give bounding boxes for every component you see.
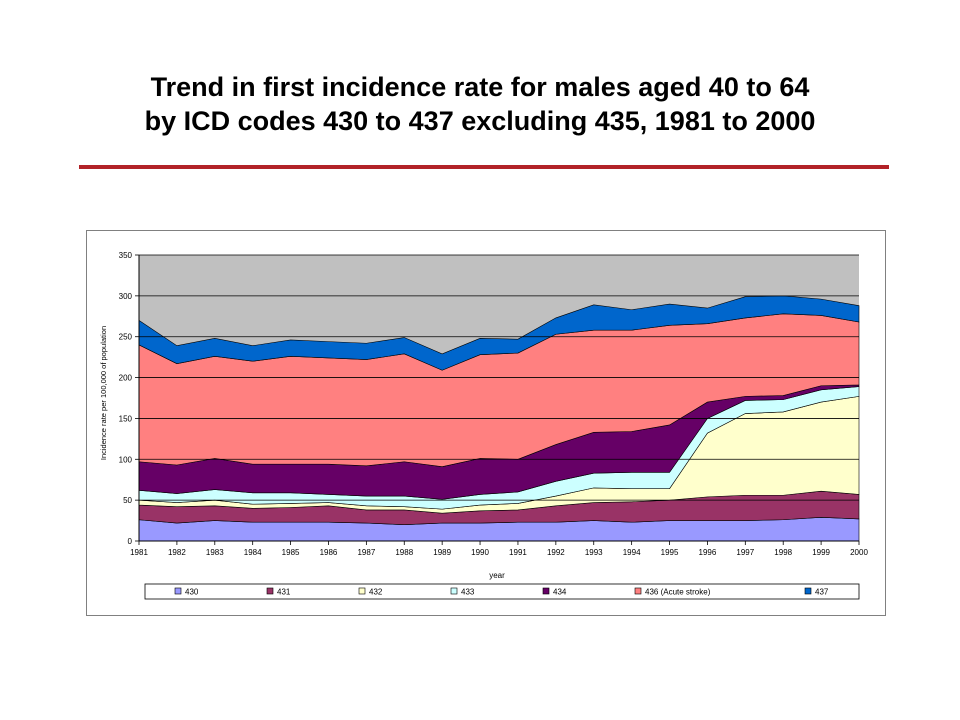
x-tick-label: 1992 bbox=[547, 548, 565, 557]
x-tick-label: 1993 bbox=[585, 548, 603, 557]
x-tick-label: 1994 bbox=[623, 548, 641, 557]
legend-swatch bbox=[174, 587, 182, 595]
legend: 430 431 432 433 434 436 (Acute stroke) 437 bbox=[144, 583, 860, 600]
legend-label: 432 bbox=[369, 588, 383, 597]
y-tick-label: 150 bbox=[119, 414, 133, 423]
x-tick-label: 1995 bbox=[661, 548, 679, 557]
slide-title: Trend in first incidence rate for males … bbox=[0, 70, 960, 138]
x-tick-label: 1984 bbox=[244, 548, 262, 557]
legend-swatch bbox=[542, 587, 550, 595]
y-tick-label: 0 bbox=[128, 537, 133, 546]
y-tick-label: 50 bbox=[123, 496, 132, 505]
x-tick-label: 1985 bbox=[282, 548, 300, 557]
x-tick-label: 1988 bbox=[395, 548, 413, 557]
stacked-area-chart: 0 50 100 150 200 250 300 350 1981 1982 1983 1984 19… bbox=[99, 251, 868, 600]
x-tick-label: 2000 bbox=[850, 548, 868, 557]
y-tick-label: 100 bbox=[119, 455, 133, 464]
legend-swatch bbox=[450, 587, 458, 595]
x-tick-label: 1991 bbox=[509, 548, 527, 557]
area-series-7 bbox=[138, 295, 860, 371]
x-tick-label: 1990 bbox=[471, 548, 489, 557]
legend-label: 430 bbox=[185, 588, 199, 597]
y-tick-label: 350 bbox=[119, 251, 133, 260]
x-tick-label: 1997 bbox=[736, 548, 754, 557]
chart-frame: 0 50 100 150 200 250 300 350 1981 1982 1983 1984 19… bbox=[86, 230, 886, 616]
y-tick-label: 300 bbox=[119, 292, 133, 301]
title-line-2: by ICD codes 430 to 437 excluding 435, 1… bbox=[144, 106, 816, 136]
y-tick-label: 250 bbox=[119, 333, 133, 342]
legend-label: 433 bbox=[461, 588, 475, 597]
legend-swatch bbox=[266, 587, 274, 595]
legend-swatch bbox=[358, 587, 366, 595]
x-tick-label: 1986 bbox=[320, 548, 338, 557]
x-axis-label: year bbox=[489, 571, 505, 580]
y-tick-label: 200 bbox=[119, 374, 133, 383]
x-tick-label: 1983 bbox=[206, 548, 224, 557]
x-tick-label: 1987 bbox=[357, 548, 375, 557]
x-tick-label: 1998 bbox=[774, 548, 792, 557]
x-tick-label: 1989 bbox=[433, 548, 451, 557]
legend-swatch bbox=[634, 587, 642, 595]
x-tick-label: 1999 bbox=[812, 548, 830, 557]
legend-label: 437 bbox=[815, 588, 829, 597]
legend-box bbox=[144, 583, 860, 600]
x-tick-label: 1982 bbox=[168, 548, 186, 557]
x-tick-label: 1996 bbox=[699, 548, 717, 557]
x-tick-label: 1981 bbox=[130, 548, 148, 557]
y-axis-label: Incidence rate per 100,000 of population bbox=[99, 326, 108, 460]
legend-swatch bbox=[804, 587, 812, 595]
title-line-1: Trend in first incidence rate for males … bbox=[150, 72, 810, 102]
legend-label: 434 bbox=[553, 588, 567, 597]
legend-label: 436 (Acute stroke) bbox=[645, 588, 711, 597]
title-underline bbox=[79, 165, 889, 169]
legend-label: 431 bbox=[277, 588, 291, 597]
